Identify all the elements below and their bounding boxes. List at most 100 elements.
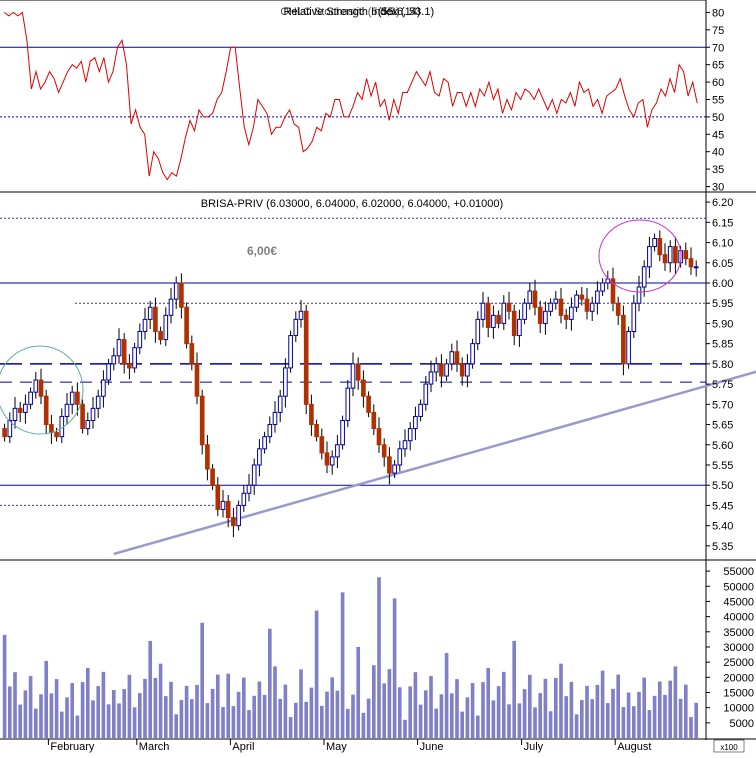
candle <box>241 485 247 512</box>
month-label: June <box>420 741 444 753</box>
candle <box>553 291 559 310</box>
volume-bar <box>106 704 111 738</box>
volume-bar <box>163 696 168 738</box>
candle <box>277 389 283 423</box>
candle <box>392 460 397 478</box>
volume-bar <box>314 610 319 738</box>
candle <box>683 242 689 266</box>
candle <box>329 450 335 475</box>
rsi-title: Relative Strength Index (14) <box>284 6 421 18</box>
volume-bar <box>231 706 236 738</box>
volume-bar <box>356 646 361 738</box>
candle <box>397 440 403 472</box>
volume-bar <box>143 678 147 738</box>
volume-bar <box>631 706 636 738</box>
rsi-y-axis: 30 35 40 45 50 55 60 65 70 75 80 <box>706 7 724 194</box>
volume-bar <box>403 719 407 738</box>
candle <box>225 494 231 528</box>
volume-bar <box>361 712 366 738</box>
volume-tick-label: 45000 <box>723 596 754 608</box>
candle <box>257 439 262 477</box>
volume-bar <box>23 690 28 738</box>
candle <box>511 304 517 346</box>
price-y-axis: 5.35 5.40 5.45 5.50 5.55 5.60 5.65 5.70 5.75 5.80… <box>706 197 733 553</box>
price-tick-label: 5.85 <box>712 339 733 351</box>
volume-bar <box>247 710 251 738</box>
volume-tick-label: 50000 <box>723 581 754 593</box>
candle <box>454 340 460 372</box>
candle <box>532 279 538 316</box>
volume-bar <box>694 702 699 738</box>
candle <box>215 477 221 516</box>
volume-bar <box>387 669 392 738</box>
candle <box>90 397 96 429</box>
candle <box>303 304 309 415</box>
candle <box>288 330 293 373</box>
candle <box>522 298 527 325</box>
candle <box>189 335 195 371</box>
volume-bar <box>7 686 12 738</box>
volume-y-axis: 5000 10000 15000 20000 25000 30000 35000 40000 4… <box>706 566 754 730</box>
volume-bar <box>28 676 33 738</box>
volume-bar <box>122 689 127 738</box>
candle <box>335 435 340 469</box>
volume-bar <box>475 715 480 738</box>
candle <box>147 300 153 330</box>
candle <box>127 354 132 380</box>
volume-bar <box>13 672 17 738</box>
candle <box>95 389 101 419</box>
volume-bar <box>569 681 574 738</box>
volume-bar <box>517 703 522 738</box>
x-axis: FebruaryMarchAprilMayJuneJulyAugustSepte… <box>47 739 651 753</box>
rsi-tick-label: 50 <box>712 112 724 124</box>
volume-bar <box>543 678 548 738</box>
volume-bar <box>252 695 257 738</box>
rsi-title-overlay: OHLC Stochastic (5,3,3) <box>280 6 399 18</box>
volume-bar <box>293 702 298 738</box>
price-title: BRISA-PRIV (6.03000, 6.04000, 6.02000, 6… <box>201 198 503 210</box>
volume-bar <box>189 699 194 738</box>
candle <box>673 236 678 275</box>
volume-bar <box>642 677 647 738</box>
volume-bar <box>283 684 288 738</box>
price-tick-label: 6.10 <box>712 238 733 250</box>
volume-bar <box>533 707 537 738</box>
candle <box>43 389 49 435</box>
candle <box>153 297 158 343</box>
volume-tick-label: 20000 <box>723 672 754 684</box>
volume-bar <box>600 670 605 738</box>
volume-bar <box>236 691 241 738</box>
candle <box>621 305 626 376</box>
volume-bar <box>304 701 309 738</box>
candle <box>480 291 486 328</box>
volume-tick-label: 15000 <box>723 687 754 699</box>
candle <box>345 380 351 427</box>
candle <box>2 423 7 442</box>
price-tick-label: 6.20 <box>712 197 733 209</box>
candle <box>543 301 548 335</box>
volume-bar <box>408 686 413 738</box>
month-label: February <box>50 741 95 753</box>
volume-bar <box>611 688 615 738</box>
volume-bar <box>423 690 428 738</box>
candle <box>7 412 13 444</box>
volume-bar <box>574 714 579 738</box>
candle <box>28 387 33 410</box>
rsi-tick-label: 35 <box>712 164 724 176</box>
candle <box>267 416 273 444</box>
price-tick-label: 5.80 <box>712 359 733 371</box>
volume-bar <box>319 705 324 738</box>
candle <box>184 302 189 349</box>
volume-bar <box>460 711 465 738</box>
month-label: April <box>232 741 254 753</box>
candle <box>693 260 699 277</box>
price-tick-label: 5.75 <box>712 379 733 391</box>
volume-bar <box>434 708 439 738</box>
candle <box>584 287 590 320</box>
price-tick-label: 5.45 <box>712 500 733 512</box>
volume-bar <box>65 697 69 738</box>
support-trendline <box>113 370 756 556</box>
candle <box>205 435 210 481</box>
volume-bar <box>637 691 641 738</box>
